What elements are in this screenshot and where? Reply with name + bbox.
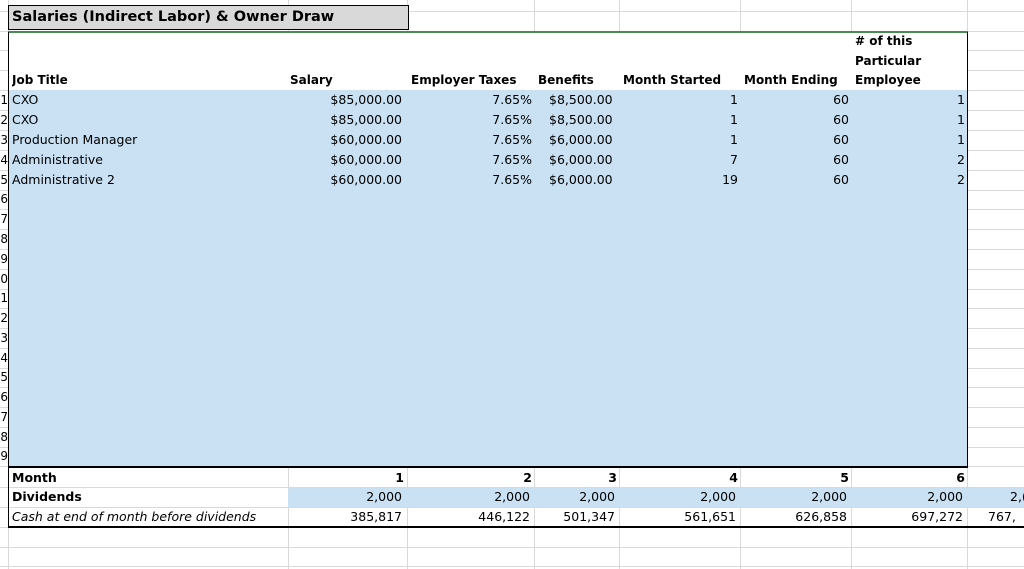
row-number[interactable]: 8 (0, 232, 8, 246)
header-count-line1[interactable]: # of this (855, 34, 913, 48)
row-number[interactable]: 14 (0, 351, 8, 365)
row-number[interactable]: 11 (0, 291, 8, 305)
title-box (8, 5, 409, 30)
cash-cell[interactable]: 767, (988, 509, 1016, 524)
row-number[interactable]: 3 (0, 133, 8, 147)
row-number[interactable]: 15 (0, 370, 8, 384)
row-number[interactable]: 7 (0, 212, 8, 226)
month-cell[interactable]: 3 (608, 470, 617, 485)
dividends-label[interactable]: Dividends (12, 489, 82, 504)
header-count-line3[interactable]: Employee (855, 73, 921, 87)
row-number[interactable]: 9 (0, 252, 8, 266)
row-number[interactable]: 19 (0, 449, 8, 463)
dividends-input-row[interactable] (288, 488, 1024, 507)
cash-cell[interactable]: 561,651 (684, 509, 736, 524)
cash-cell[interactable]: 697,272 (911, 509, 963, 524)
dividend-cell[interactable]: 2,000 (700, 489, 736, 504)
dividends-bottom-border (8, 526, 1024, 528)
sheet-title: Salaries (Indirect Labor) & Owner Draw (12, 9, 335, 25)
row-number[interactable]: 4 (0, 153, 8, 167)
month-ending-cell[interactable]: 60 (833, 132, 849, 147)
dividend-cell[interactable]: 2,000 (579, 489, 615, 504)
employee-count-cell[interactable]: 2 (957, 152, 965, 167)
row-number[interactable]: 6 (0, 192, 8, 206)
month-ending-cell[interactable]: 60 (833, 92, 849, 107)
cash-cell[interactable]: 501,347 (563, 509, 615, 524)
month-started-cell[interactable]: 19 (722, 172, 738, 187)
employer-taxes-cell[interactable]: 7.65% (492, 152, 532, 167)
row-number[interactable]: 1 (0, 93, 8, 107)
salary-cell[interactable]: $60,000.00 (330, 172, 402, 187)
job-title-cell[interactable]: Production Manager (12, 132, 138, 147)
month-started-cell[interactable]: 1 (730, 112, 738, 127)
job-title-cell[interactable]: Administrative (12, 152, 103, 167)
table-left-border (8, 32, 9, 467)
job-title-cell[interactable]: Administrative 2 (12, 172, 115, 187)
employer-taxes-cell[interactable]: 7.65% (492, 172, 532, 187)
salary-cell[interactable]: $85,000.00 (330, 92, 402, 107)
row-number[interactable]: 16 (0, 390, 8, 404)
table-bottom-border (8, 466, 968, 468)
header-month-ending[interactable]: Month Ending (744, 73, 838, 87)
employer-taxes-cell[interactable]: 7.65% (492, 92, 532, 107)
employee-count-cell[interactable]: 1 (957, 132, 965, 147)
row-number[interactable]: 18 (0, 430, 8, 444)
month-cell[interactable]: 4 (729, 470, 738, 485)
row-number[interactable]: 10 (0, 272, 8, 286)
header-background (9, 32, 967, 90)
salary-cell[interactable]: $60,000.00 (330, 152, 402, 167)
table-top-border (8, 31, 968, 33)
month-cell[interactable]: 2 (523, 470, 532, 485)
month-cell[interactable]: 6 (956, 470, 965, 485)
employer-taxes-cell[interactable]: 7.65% (492, 132, 532, 147)
cash-cell[interactable]: 446,122 (478, 509, 530, 524)
salary-input-area[interactable] (9, 90, 967, 466)
cash-cell[interactable]: 626,858 (795, 509, 847, 524)
row-number[interactable]: 2 (0, 113, 8, 127)
header-count-line2[interactable]: Particular (855, 54, 922, 68)
benefits-cell[interactable]: $6,000.00 (549, 152, 613, 167)
month-ending-cell[interactable]: 60 (833, 172, 849, 187)
month-label[interactable]: Month (12, 470, 57, 485)
row-number[interactable]: 12 (0, 311, 8, 325)
month-ending-cell[interactable]: 60 (833, 152, 849, 167)
month-ending-cell[interactable]: 60 (833, 112, 849, 127)
job-title-cell[interactable]: CXO (12, 92, 39, 107)
month-started-cell[interactable]: 1 (730, 132, 738, 147)
row-number[interactable]: 13 (0, 331, 8, 345)
employee-count-cell[interactable]: 1 (957, 92, 965, 107)
header-job-title[interactable]: Job Title (12, 73, 68, 87)
header-employer-taxes[interactable]: Employer Taxes (411, 73, 517, 87)
dividend-cell[interactable]: 2,000 (927, 489, 963, 504)
month-cell[interactable]: 1 (395, 470, 404, 485)
salary-cell[interactable]: $60,000.00 (330, 132, 402, 147)
cash-cell[interactable]: 385,817 (350, 509, 402, 524)
employer-taxes-cell[interactable]: 7.65% (492, 112, 532, 127)
row-number[interactable]: 17 (0, 410, 8, 424)
job-title-cell[interactable]: CXO (12, 112, 39, 127)
dividend-cell[interactable]: 2,000 (494, 489, 530, 504)
table-right-border (967, 32, 968, 467)
dividend-cell[interactable]: 2,000 (366, 489, 402, 504)
employee-count-cell[interactable]: 1 (957, 112, 965, 127)
month-cell[interactable]: 5 (840, 470, 849, 485)
benefits-cell[interactable]: $6,000.00 (549, 132, 613, 147)
dividend-cell[interactable]: 2,000 (811, 489, 847, 504)
header-benefits[interactable]: Benefits (538, 73, 594, 87)
benefits-cell[interactable]: $8,500.00 (549, 112, 613, 127)
cash-label[interactable]: Cash at end of month before dividends (12, 509, 257, 524)
employee-count-cell[interactable]: 2 (957, 172, 965, 187)
dividend-cell[interactable]: 2,( (1010, 489, 1024, 504)
month-started-cell[interactable]: 7 (730, 152, 738, 167)
benefits-cell[interactable]: $8,500.00 (549, 92, 613, 107)
dividends-left-border (8, 466, 9, 528)
row-number[interactable]: 5 (0, 173, 8, 187)
header-salary[interactable]: Salary (290, 73, 333, 87)
month-started-cell[interactable]: 1 (730, 92, 738, 107)
benefits-cell[interactable]: $6,000.00 (549, 172, 613, 187)
header-month-started[interactable]: Month Started (623, 73, 722, 87)
salary-cell[interactable]: $85,000.00 (330, 112, 402, 127)
